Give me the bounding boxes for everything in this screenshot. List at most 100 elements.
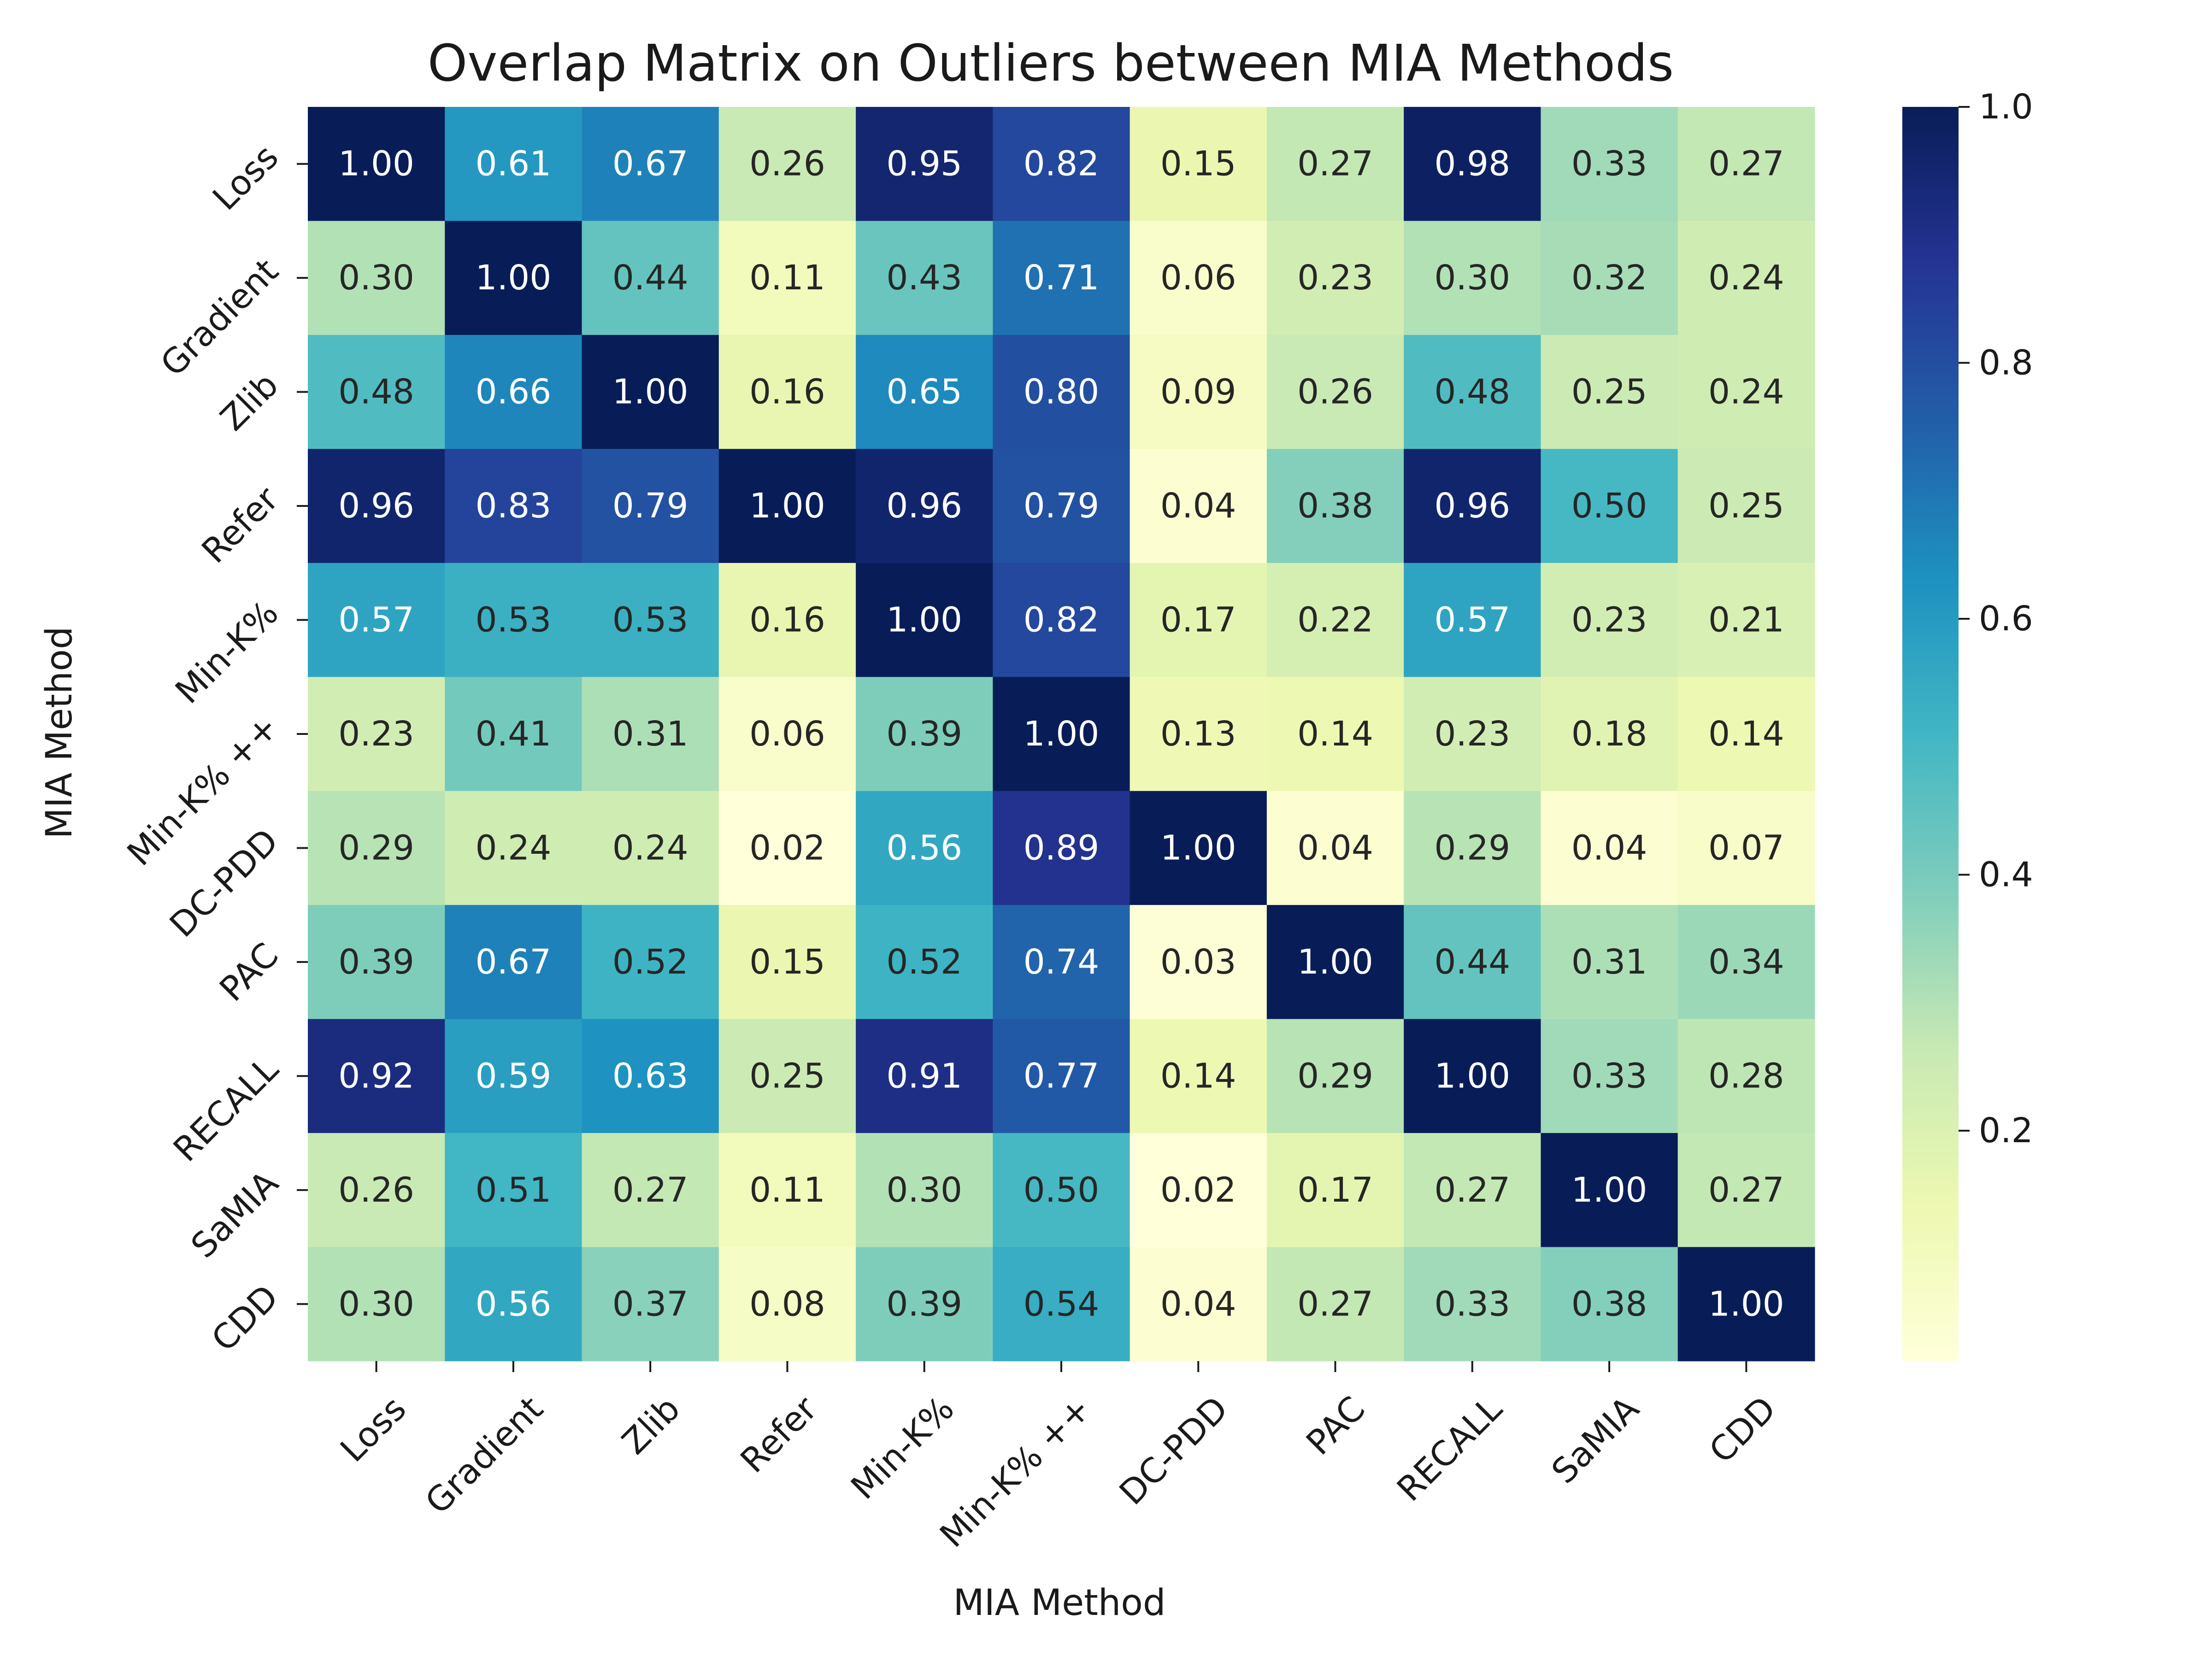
cell-value-label: 0.96 bbox=[886, 486, 962, 526]
cell-value-label: 0.33 bbox=[1571, 144, 1647, 184]
heatmap-cell-recall-cdd bbox=[1677, 1019, 1815, 1133]
cell-value-label: 0.56 bbox=[476, 1284, 552, 1324]
cell-value-label: 0.27 bbox=[1434, 1170, 1510, 1210]
cell-value-label: 0.37 bbox=[612, 1284, 688, 1324]
heatmap-cell-dc-pdd-min-kpct-plusplus bbox=[993, 791, 1130, 905]
x-tick-label-dc-pdd: DC-PDD bbox=[1112, 1389, 1236, 1513]
heatmap-cell-recall-samia bbox=[1541, 1019, 1678, 1133]
cell-value-label: 0.54 bbox=[1024, 1284, 1100, 1324]
cell-value-label: 0.04 bbox=[1571, 828, 1647, 868]
cell-value-label: 1.00 bbox=[886, 600, 962, 640]
heatmap-cell-min-kpct-plusplus-min-kpct-plusplus bbox=[993, 677, 1130, 792]
cell-value-label: 0.79 bbox=[1024, 486, 1100, 526]
cell-value-label: 0.82 bbox=[1024, 600, 1100, 640]
x-axis-title: MIA Method bbox=[953, 1582, 1166, 1624]
heatmap-cell-pac-gradient bbox=[445, 905, 582, 1020]
y-tick-label-samia: SaMIA bbox=[183, 1163, 286, 1266]
heatmap-cell-min-kpct-plusplus-samia bbox=[1541, 677, 1678, 792]
heatmap-cell-min-kpct-samia bbox=[1541, 563, 1678, 677]
x-tick-label-recall: RECALL bbox=[1389, 1389, 1510, 1509]
cell-value-label: 0.16 bbox=[749, 372, 825, 412]
cell-value-label: 0.07 bbox=[1708, 828, 1784, 868]
x-tick-label-refer: Refer bbox=[733, 1389, 825, 1481]
y-tick-label-min-kpct: Min-K% bbox=[168, 593, 286, 711]
heatmap-cell-refer-refer bbox=[718, 449, 856, 563]
heatmap-cell-min-kpct-zlib bbox=[582, 563, 719, 677]
cell-value-label: 0.44 bbox=[612, 258, 688, 298]
cell-value-label: 0.08 bbox=[749, 1284, 825, 1324]
heatmap-cell-min-kpct-plusplus-min-kpct bbox=[856, 677, 993, 792]
cell-value-label: 0.14 bbox=[1297, 714, 1373, 754]
cell-value-label: 0.56 bbox=[886, 828, 962, 868]
heatmap-cell-cdd-min-kpct-plusplus bbox=[993, 1247, 1130, 1362]
heatmap-cell-recall-min-kpct bbox=[856, 1019, 993, 1133]
heatmap-cell-refer-gradient bbox=[445, 449, 582, 563]
cell-value-label: 0.66 bbox=[476, 372, 552, 412]
heatmap-cell-pac-loss bbox=[308, 905, 445, 1020]
cell-value-label: 1.00 bbox=[1297, 942, 1373, 982]
heatmap-cell-zlib-pac bbox=[1266, 335, 1404, 449]
x-tick-label-pac: PAC bbox=[1299, 1389, 1372, 1462]
cell-value-label: 0.26 bbox=[1297, 372, 1373, 412]
heatmap-cell-refer-min-kpct bbox=[856, 449, 993, 563]
heatmap-cell-pac-samia bbox=[1541, 905, 1678, 1020]
cell-value-label: 0.57 bbox=[338, 600, 414, 640]
colorbar-tick-label: 0.8 bbox=[1979, 343, 2033, 383]
heatmap-cell-recall-gradient bbox=[445, 1019, 582, 1133]
heatmap-cell-cdd-zlib bbox=[582, 1247, 719, 1362]
cell-value-label: 0.30 bbox=[338, 258, 414, 298]
cell-value-label: 0.71 bbox=[1024, 258, 1100, 298]
heatmap-cell-loss-zlib bbox=[582, 107, 719, 221]
cell-value-label: 0.11 bbox=[749, 1170, 825, 1210]
heatmap-cell-zlib-min-kpct-plusplus bbox=[993, 335, 1130, 449]
y-tick-label-pac: PAC bbox=[212, 935, 286, 1009]
heatmap-cell-cdd-refer bbox=[718, 1247, 856, 1362]
cell-value-label: 0.15 bbox=[1160, 144, 1236, 184]
colorbar bbox=[1902, 107, 1959, 1361]
cell-value-label: 0.27 bbox=[612, 1170, 688, 1210]
cell-value-label: 0.34 bbox=[1708, 942, 1784, 982]
heatmap-cell-zlib-recall bbox=[1404, 335, 1541, 449]
heatmap-cell-zlib-gradient bbox=[445, 335, 582, 449]
cell-value-label: 0.29 bbox=[1297, 1056, 1373, 1096]
cell-value-label: 0.61 bbox=[476, 144, 552, 184]
heatmap-cell-gradient-cdd bbox=[1677, 221, 1815, 335]
heatmap-cell-samia-pac bbox=[1266, 1133, 1404, 1248]
x-tick-label-loss: Loss bbox=[333, 1389, 414, 1470]
cell-value-label: 0.04 bbox=[1297, 828, 1373, 868]
x-tick-label-cdd: CDD bbox=[1702, 1389, 1784, 1471]
cell-value-label: 0.33 bbox=[1571, 1056, 1647, 1096]
heatmap-cell-loss-refer bbox=[718, 107, 856, 221]
cell-value-label: 0.83 bbox=[476, 486, 552, 526]
heatmap-cell-gradient-loss bbox=[308, 221, 445, 335]
cell-value-label: 0.17 bbox=[1297, 1170, 1373, 1210]
cell-value-label: 0.38 bbox=[1571, 1284, 1647, 1324]
heatmap-cell-recall-refer bbox=[718, 1019, 856, 1133]
cell-value-label: 0.53 bbox=[476, 600, 552, 640]
heatmap-cell-samia-refer bbox=[718, 1133, 856, 1248]
cell-value-label: 0.28 bbox=[1708, 1056, 1784, 1096]
colorbar-tick-label: 0.6 bbox=[1979, 599, 2033, 639]
cell-value-label: 0.30 bbox=[338, 1284, 414, 1324]
y-tick-label-recall: RECALL bbox=[166, 1049, 286, 1169]
colorbar-tick-label: 0.2 bbox=[1979, 1111, 2033, 1150]
heatmap-cell-min-kpct-min-kpct bbox=[856, 563, 993, 677]
heatmap-cell-zlib-refer bbox=[718, 335, 856, 449]
heatmap-cell-gradient-recall bbox=[1404, 221, 1541, 335]
cell-value-label: 0.30 bbox=[1434, 258, 1510, 298]
heatmap-cell-pac-dc-pdd bbox=[1130, 905, 1267, 1020]
heatmap-cell-loss-loss bbox=[308, 107, 445, 221]
cell-value-label: 0.92 bbox=[338, 1056, 414, 1096]
cell-value-label: 0.23 bbox=[338, 714, 414, 754]
heatmap-cell-cdd-loss bbox=[308, 1247, 445, 1362]
cell-value-label: 0.29 bbox=[1434, 828, 1510, 868]
y-axis-title: MIA Method bbox=[39, 627, 80, 839]
heatmap-cell-refer-min-kpct-plusplus bbox=[993, 449, 1130, 563]
heatmap-cell-dc-pdd-dc-pdd bbox=[1130, 791, 1267, 905]
heatmap-cell-dc-pdd-min-kpct bbox=[856, 791, 993, 905]
heatmap-cell-pac-min-kpct-plusplus bbox=[993, 905, 1130, 1020]
cell-value-label: 0.04 bbox=[1160, 486, 1236, 526]
cell-value-label: 0.50 bbox=[1024, 1170, 1100, 1210]
cell-value-label: 0.09 bbox=[1160, 372, 1236, 412]
